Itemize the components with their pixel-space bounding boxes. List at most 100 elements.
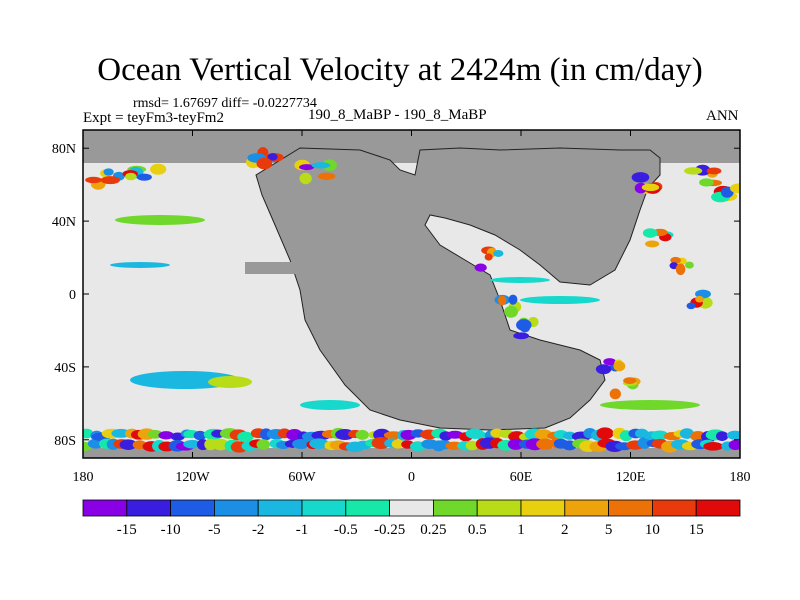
colorbar: -15 -10 -5 -2 -1 -0.5 -0.25 0.25 0.5 1 2 5 10 15 (82, 499, 741, 538)
velocity-patch (193, 430, 207, 441)
colorbar-swatch (213, 499, 259, 517)
velocity-patch (728, 439, 740, 451)
colorbar-label: 2 (561, 522, 569, 538)
velocity-patch (317, 172, 336, 180)
velocity-streak (110, 262, 170, 268)
velocity-patch (706, 167, 722, 175)
colorbar-label: 15 (689, 522, 704, 538)
velocity-patch (158, 431, 174, 440)
colorbar-label: 0.25 (420, 522, 446, 538)
velocity-patch (609, 388, 621, 400)
colorbar-label: 1 (517, 522, 525, 538)
velocity-patch (299, 164, 315, 171)
y-tick-label: 0 (69, 288, 76, 303)
stats-line: rmsd= 1.67697 diff= -0.0227734 (133, 96, 317, 111)
colorbar-swatch (301, 499, 347, 517)
velocity-patch (684, 167, 703, 175)
velocity-patch (623, 377, 637, 384)
velocity-patch (641, 183, 660, 192)
x-tick-label: 60E (510, 470, 533, 485)
velocity-patch (603, 358, 616, 366)
velocity-patch (675, 263, 686, 276)
velocity-patch (311, 162, 331, 169)
chart-title: Ocean Vertical Velocity at 2424m (in cm/… (97, 52, 703, 88)
colorbar-swatch (345, 499, 390, 517)
velocity-patch (595, 364, 612, 375)
velocity-streak (490, 277, 550, 283)
velocity-streak (208, 376, 252, 388)
y-tick-label: 80S (54, 434, 76, 449)
velocity-streak (115, 215, 205, 225)
velocity-patch (119, 439, 138, 450)
colorbar-swatch (564, 499, 609, 517)
colorbar-swatch (520, 499, 566, 517)
colorbar-swatch (170, 499, 215, 517)
velocity-streak (520, 296, 600, 304)
velocity-patch (703, 441, 724, 451)
y-tick-label: 40S (54, 361, 76, 376)
velocity-patch (474, 263, 487, 272)
colorbar-label: -2 (252, 522, 265, 538)
colorbar-label: 5 (605, 522, 613, 538)
velocity-patch (85, 176, 102, 184)
velocity-patch (513, 332, 530, 340)
colorbar-swatch (652, 499, 697, 517)
velocity-patch (715, 431, 729, 442)
velocity-patch (484, 253, 493, 261)
velocity-patch (136, 173, 152, 181)
velocity-patch (670, 256, 681, 264)
x-tick-label: 120W (175, 470, 210, 485)
velocity-patch (100, 176, 120, 185)
experiment-label: Expt = teyFm3-teyFm2 (83, 110, 224, 126)
velocity-patch (256, 439, 270, 450)
colorbar-swatch (82, 499, 128, 517)
velocity-patch (125, 172, 137, 181)
velocity-patch (508, 294, 518, 305)
velocity-patch (465, 440, 479, 451)
colorbar-label: -5 (208, 522, 221, 538)
velocity-patch (292, 438, 310, 449)
velocity-patch (613, 360, 626, 372)
colorbar-label: -10 (161, 522, 181, 538)
velocity-patch (472, 431, 487, 440)
velocity-patch (299, 172, 312, 185)
velocity-patch (631, 172, 650, 183)
velocity-patches (83, 147, 740, 453)
colorbar-label: 0.5 (468, 522, 487, 538)
velocity-patch (645, 240, 660, 248)
colorbar-label: -1 (296, 522, 309, 538)
velocity-patch (507, 438, 524, 450)
velocity-patch (637, 437, 652, 449)
velocity-streak (300, 400, 360, 410)
colorbar-label: -0.5 (334, 522, 358, 538)
velocity-patch (504, 305, 519, 318)
colorbar-swatch (476, 499, 522, 517)
velocity-patch (726, 430, 740, 440)
velocity-patch (730, 183, 740, 194)
cases-label: 190_8_MaBP - 190_8_MaBP (308, 107, 487, 123)
velocity-patch (267, 153, 278, 161)
map-area (83, 130, 740, 458)
colorbar-swatch (126, 499, 172, 517)
colorbar-swatch (608, 499, 653, 517)
continent-main (255, 147, 661, 431)
velocity-patch (256, 157, 273, 170)
velocity-patch (309, 438, 329, 449)
island (245, 262, 300, 274)
velocity-patch (103, 168, 114, 176)
velocity-patch (371, 437, 391, 450)
velocity-patch (355, 429, 369, 440)
velocity-patch (596, 427, 614, 440)
velocity-streak (600, 400, 700, 410)
velocity-patch (150, 163, 167, 175)
x-tick-label: 60W (288, 470, 316, 485)
velocity-patch (669, 262, 679, 270)
x-tick-label: 180 (73, 470, 94, 485)
velocity-patch (699, 178, 714, 187)
velocity-patch (212, 438, 229, 451)
axes: 180 120W 60W 0 60E 120E 180 80N 40N 0 40S 80S (52, 130, 751, 485)
colorbar-label: -0.25 (374, 522, 405, 538)
velocity-patch (651, 430, 669, 441)
y-tick-label: 40N (52, 215, 76, 230)
